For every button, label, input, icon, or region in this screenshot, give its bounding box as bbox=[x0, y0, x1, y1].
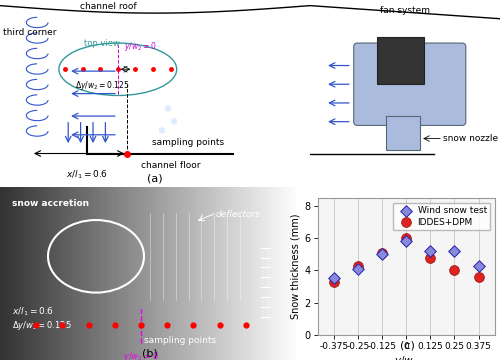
X-axis label: $y/w_2$: $y/w_2$ bbox=[394, 354, 418, 360]
Text: third corner: third corner bbox=[3, 28, 56, 37]
Wind snow test bbox=[426, 248, 434, 254]
Text: sampling points: sampling points bbox=[152, 138, 224, 147]
Text: channel roof: channel roof bbox=[80, 2, 137, 11]
Text: $x/l_1=0.6$: $x/l_1=0.6$ bbox=[66, 168, 108, 181]
Legend: Wind snow test, IDDES+DPM: Wind snow test, IDDES+DPM bbox=[393, 203, 490, 230]
Wind snow test bbox=[330, 276, 338, 282]
Bar bbox=[376, 37, 424, 84]
Text: (b): (b) bbox=[142, 348, 158, 358]
Bar bbox=[386, 116, 420, 150]
IDDES+DPM bbox=[402, 235, 410, 241]
Text: (c): (c) bbox=[400, 341, 415, 351]
Text: top view: top view bbox=[84, 39, 120, 48]
IDDES+DPM bbox=[426, 255, 434, 260]
Wind snow test bbox=[474, 263, 482, 269]
IDDES+DPM bbox=[474, 274, 482, 280]
Text: $y/w_2=0$: $y/w_2=0$ bbox=[124, 40, 157, 53]
Wind snow test bbox=[402, 239, 410, 244]
Text: $\Delta y/w_2=0.125$: $\Delta y/w_2=0.125$ bbox=[12, 319, 72, 332]
Text: (a): (a) bbox=[147, 174, 163, 184]
IDDES+DPM bbox=[330, 279, 338, 284]
IDDES+DPM bbox=[354, 263, 362, 269]
Text: ❄: ❄ bbox=[170, 117, 177, 127]
Text: deflectors: deflectors bbox=[216, 210, 261, 219]
Text: $y/w_2=0$: $y/w_2=0$ bbox=[123, 350, 159, 360]
Wind snow test bbox=[450, 248, 458, 254]
Text: ❄: ❄ bbox=[157, 126, 166, 136]
Text: snow accretion: snow accretion bbox=[12, 199, 89, 208]
FancyBboxPatch shape bbox=[354, 43, 466, 125]
Wind snow test bbox=[378, 251, 386, 257]
Y-axis label: Snow thickness (mm): Snow thickness (mm) bbox=[290, 213, 300, 319]
Text: $\Delta y/w_2=0.125$: $\Delta y/w_2=0.125$ bbox=[75, 78, 130, 92]
Text: fan system: fan system bbox=[380, 6, 430, 15]
Text: ❄: ❄ bbox=[164, 104, 172, 113]
Text: channel floor: channel floor bbox=[141, 161, 200, 170]
IDDES+DPM bbox=[450, 267, 458, 273]
IDDES+DPM bbox=[378, 250, 386, 256]
Text: sampling points: sampling points bbox=[144, 336, 216, 345]
Wind snow test bbox=[354, 266, 362, 272]
Text: snow nozzle: snow nozzle bbox=[443, 134, 498, 143]
Text: $x/l_1=0.6$: $x/l_1=0.6$ bbox=[12, 305, 54, 318]
